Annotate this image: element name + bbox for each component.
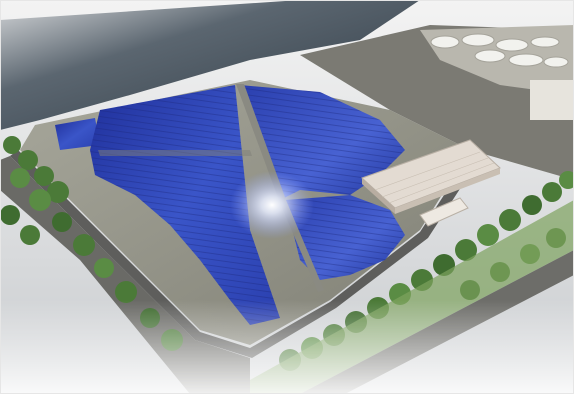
solar-panel-field-right xyxy=(240,85,405,280)
white-building xyxy=(530,80,574,120)
row-divider xyxy=(98,150,252,156)
small-building xyxy=(419,197,469,227)
bottom-fade xyxy=(0,300,574,394)
sea xyxy=(0,0,420,130)
sun-glare xyxy=(230,171,314,239)
solar-panel-field-left xyxy=(55,85,280,325)
storage-tanks xyxy=(430,33,569,68)
warehouse xyxy=(361,139,501,214)
